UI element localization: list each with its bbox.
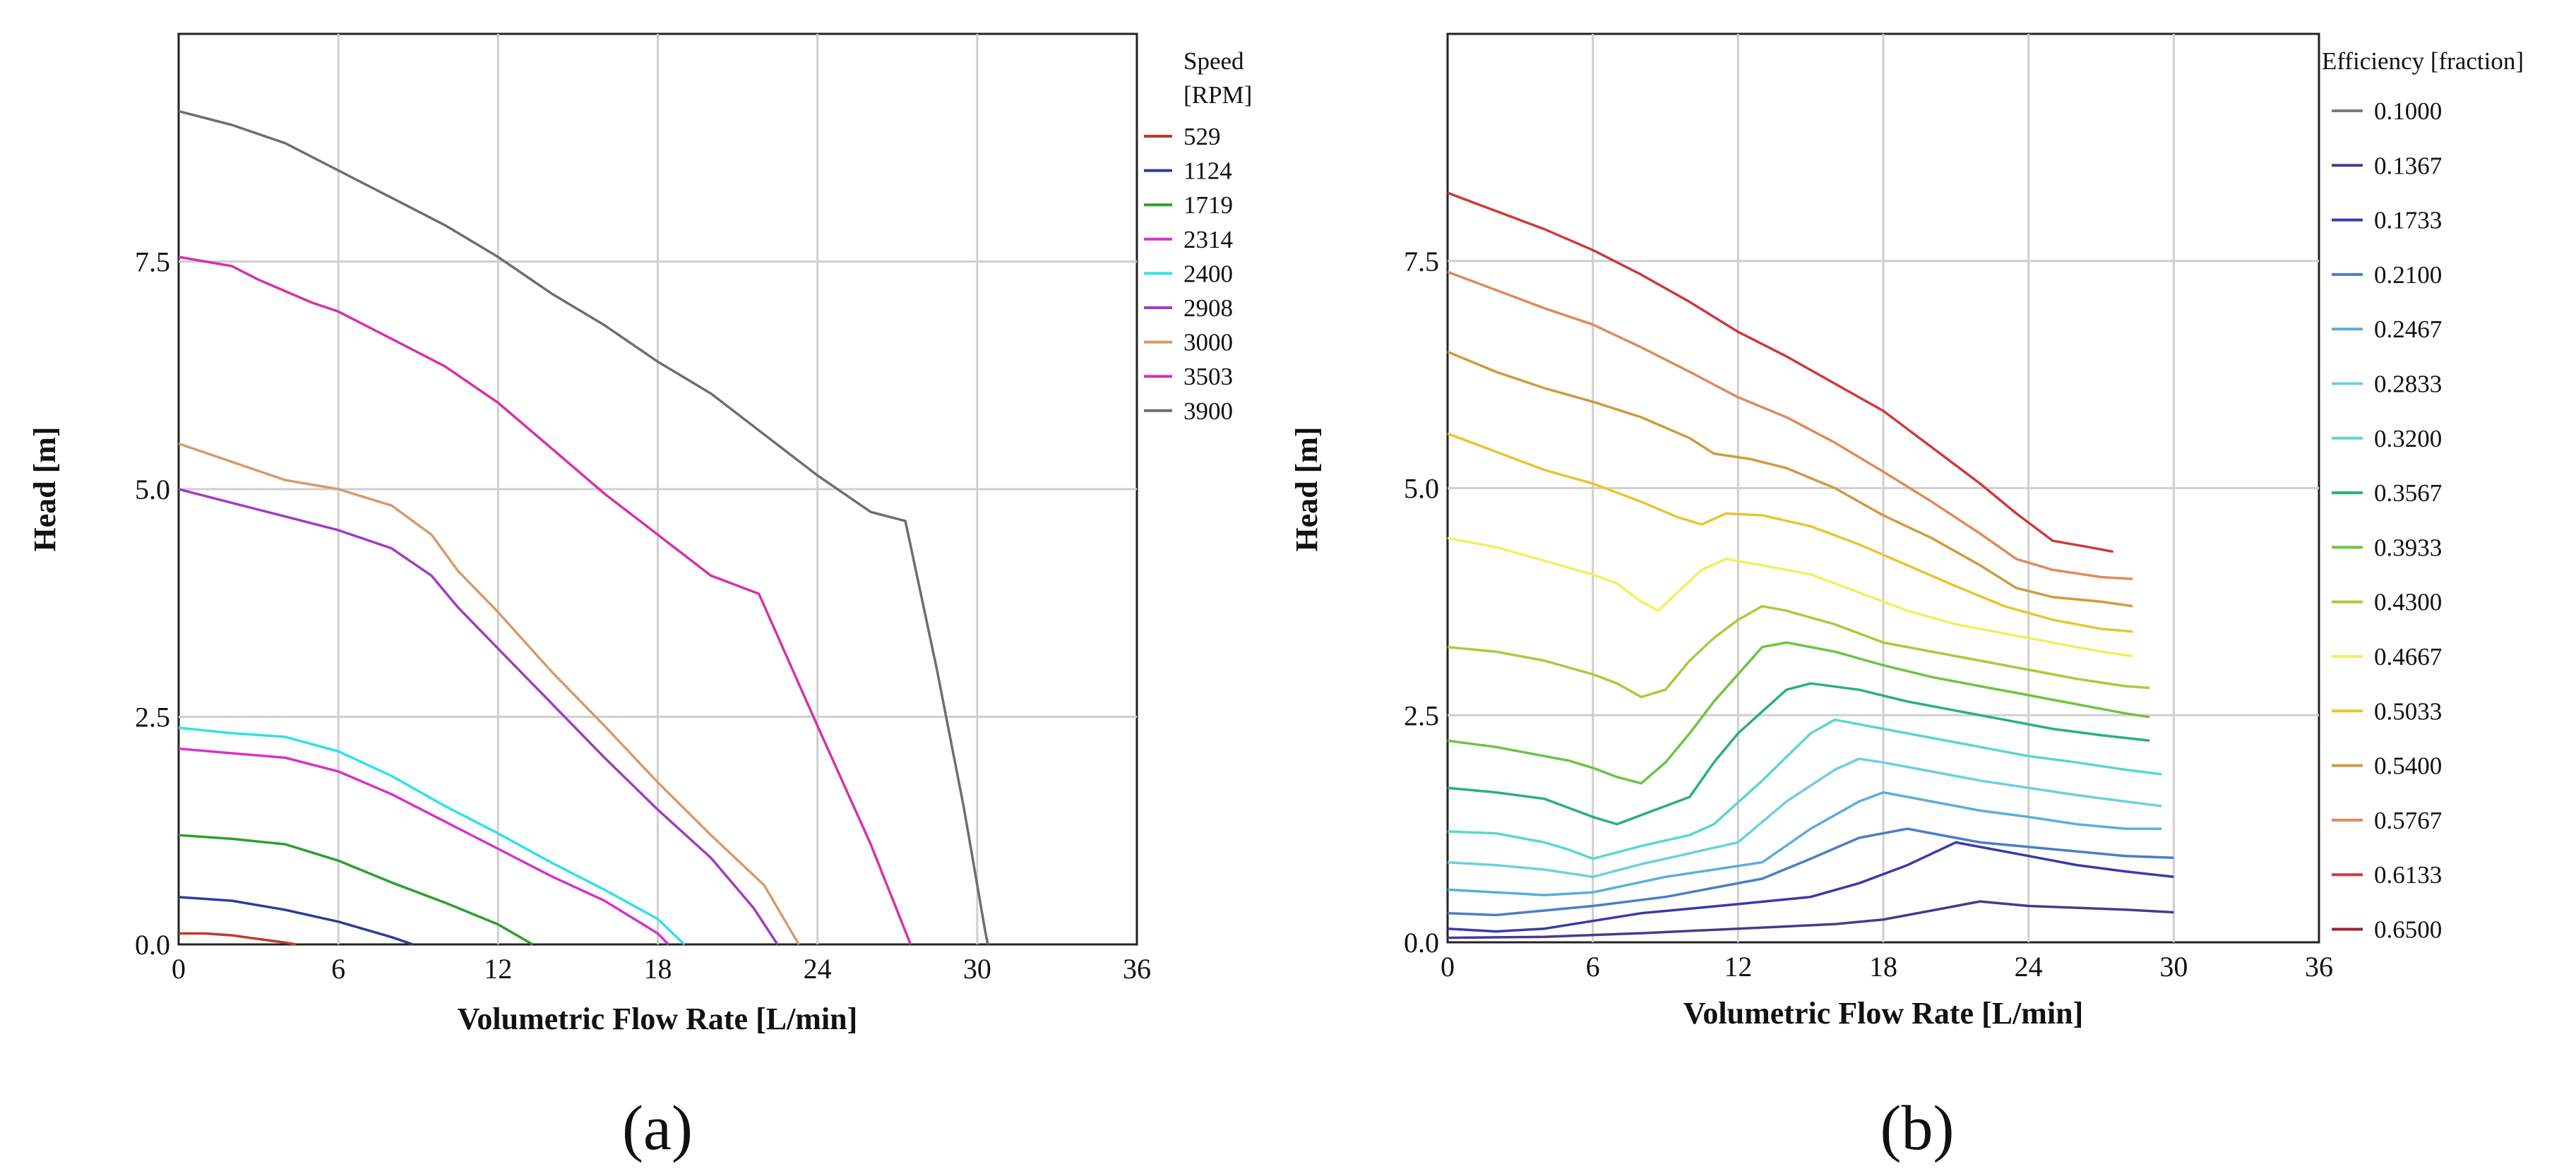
legend-label: 1124 bbox=[1183, 157, 1232, 185]
x-tick-label: 30 bbox=[963, 953, 991, 985]
legend-label: 1719 bbox=[1183, 191, 1233, 219]
series-line-0.2467 bbox=[1447, 791, 2162, 896]
series-line-3503 bbox=[178, 256, 912, 945]
x-tick-label: 36 bbox=[1123, 953, 1151, 985]
y-axis-title: Head [m] bbox=[1289, 426, 1324, 551]
legend-label: 0.1733 bbox=[2374, 207, 2442, 234]
x-tick-label: 24 bbox=[804, 953, 832, 985]
legend-label: 0.4300 bbox=[2374, 589, 2442, 616]
legend-label: 0.2467 bbox=[2374, 316, 2442, 343]
y-tick-labels: 0.0 2.5 5.0 7.5 bbox=[135, 246, 170, 961]
x-tick-label: 18 bbox=[1869, 951, 1897, 983]
x-tick-label: 12 bbox=[1724, 951, 1752, 983]
series-line-3900 bbox=[178, 109, 989, 945]
x-tick-label: 6 bbox=[1586, 951, 1600, 983]
legend-label: 0.5767 bbox=[2374, 807, 2442, 834]
series-line-0.2100 bbox=[1447, 827, 2174, 917]
series-line-2908 bbox=[178, 488, 779, 945]
x-tick-label: 36 bbox=[2305, 951, 2333, 983]
legend-label: 0.6133 bbox=[2374, 861, 2442, 889]
legend-label: 2400 bbox=[1183, 260, 1233, 287]
legend-label: 3503 bbox=[1183, 363, 1233, 390]
series-line-2400 bbox=[178, 726, 686, 946]
series-line-529 bbox=[179, 932, 297, 946]
y-tick-label: 0.0 bbox=[1404, 927, 1439, 959]
x-tick-label: 0 bbox=[172, 953, 186, 985]
legend-label: 0.3933 bbox=[2374, 534, 2442, 561]
x-tick-label: 6 bbox=[331, 953, 345, 985]
legend-label: 529 bbox=[1183, 123, 1221, 150]
x-tick-label: 24 bbox=[2015, 951, 2043, 983]
y-axis-title: Head [m] bbox=[28, 426, 62, 551]
gridlines bbox=[1448, 34, 2319, 942]
series-line-3000 bbox=[178, 442, 800, 945]
series-line-0.5033 bbox=[1447, 432, 2133, 633]
legend-label: 0.2833 bbox=[2374, 371, 2442, 398]
y-tick-label: 5.0 bbox=[135, 474, 170, 505]
series-line-0.3200 bbox=[1447, 718, 2162, 860]
legend-label: 3900 bbox=[1183, 397, 1233, 425]
x-tick-label: 30 bbox=[2159, 951, 2188, 983]
series-line-1719 bbox=[178, 834, 534, 946]
legend-label: 0.6500 bbox=[2374, 916, 2442, 944]
legend: Speed [RPM] 529 1124 1719 2314 2400 2908 3000 3… bbox=[1144, 47, 1252, 425]
series-line-0.3933 bbox=[1447, 641, 2150, 785]
legend-label: 0.2100 bbox=[2374, 261, 2442, 289]
legend-label: 0.1367 bbox=[2374, 152, 2442, 179]
chart-panel-a: 0 6 12 18 24 30 36 0.0 2.5 5.0 7.5 Volumetric Flo… bbox=[28, 32, 1252, 1163]
legend-label: 3000 bbox=[1183, 329, 1233, 356]
y-tick-label: 0.0 bbox=[135, 929, 170, 961]
legend-label: 0.3567 bbox=[2374, 479, 2442, 507]
series-line-0.4667 bbox=[1447, 536, 2133, 658]
series-line-2314 bbox=[178, 747, 669, 946]
legend-label: 0.5400 bbox=[2374, 752, 2442, 780]
series-line-0.6133 bbox=[1447, 191, 2113, 553]
legend-label: 0.1000 bbox=[2374, 97, 2442, 125]
series-line-0.1733 bbox=[1447, 841, 2174, 933]
x-tick-label: 0 bbox=[1441, 951, 1455, 983]
series-line-0.5767 bbox=[1447, 270, 2133, 580]
legend-label: 0.5033 bbox=[2374, 697, 2442, 725]
panel-label-a: (a) bbox=[622, 1093, 693, 1163]
series-line-0.3567 bbox=[1447, 682, 2150, 826]
series-line-0.5400 bbox=[1447, 350, 2133, 608]
chart-panel-b: 0 6 12 18 24 30 36 0.0 2.5 5.0 7.5 Volumetric Flo… bbox=[1289, 32, 2524, 1163]
y-tick-labels: 0.0 2.5 5.0 7.5 bbox=[1404, 246, 1439, 959]
legend-label: 0.4667 bbox=[2374, 643, 2442, 671]
series-line-0.2833 bbox=[1447, 757, 2162, 879]
legend-title: Efficiency [fraction] bbox=[2322, 47, 2524, 75]
legend: Efficiency [fraction] 0.1000 0.1367 0.1733… bbox=[2322, 47, 2524, 944]
y-tick-label: 7.5 bbox=[135, 246, 170, 278]
series-lines bbox=[1447, 191, 2174, 939]
legend-label: 0.3200 bbox=[2374, 425, 2442, 452]
legend-title-line-1: Speed bbox=[1183, 47, 1244, 75]
x-tick-labels: 0 6 12 18 24 30 36 bbox=[1441, 951, 2333, 983]
x-tick-labels: 0 6 12 18 24 30 36 bbox=[172, 953, 1151, 985]
y-tick-label: 5.0 bbox=[1404, 473, 1439, 505]
x-tick-label: 18 bbox=[644, 953, 672, 985]
y-tick-label: 7.5 bbox=[1404, 246, 1439, 277]
legend-label: 2314 bbox=[1183, 226, 1233, 253]
series-line-1124 bbox=[178, 896, 414, 946]
legend-title-line-2: [RPM] bbox=[1183, 81, 1252, 109]
x-tick-label: 12 bbox=[484, 953, 512, 985]
series-line-0.4300 bbox=[1447, 605, 2150, 699]
series-line-0.1367 bbox=[1447, 900, 2174, 939]
x-axis-title: Volumetric Flow Rate [L/min] bbox=[1683, 996, 2084, 1031]
y-tick-label: 2.5 bbox=[135, 702, 170, 733]
x-axis-title: Volumetric Flow Rate [L/min] bbox=[458, 1002, 858, 1036]
y-tick-label: 2.5 bbox=[1404, 699, 1439, 731]
series-lines bbox=[178, 109, 989, 946]
panel-label-b: (b) bbox=[1880, 1093, 1955, 1163]
legend-label: 2908 bbox=[1183, 294, 1233, 322]
